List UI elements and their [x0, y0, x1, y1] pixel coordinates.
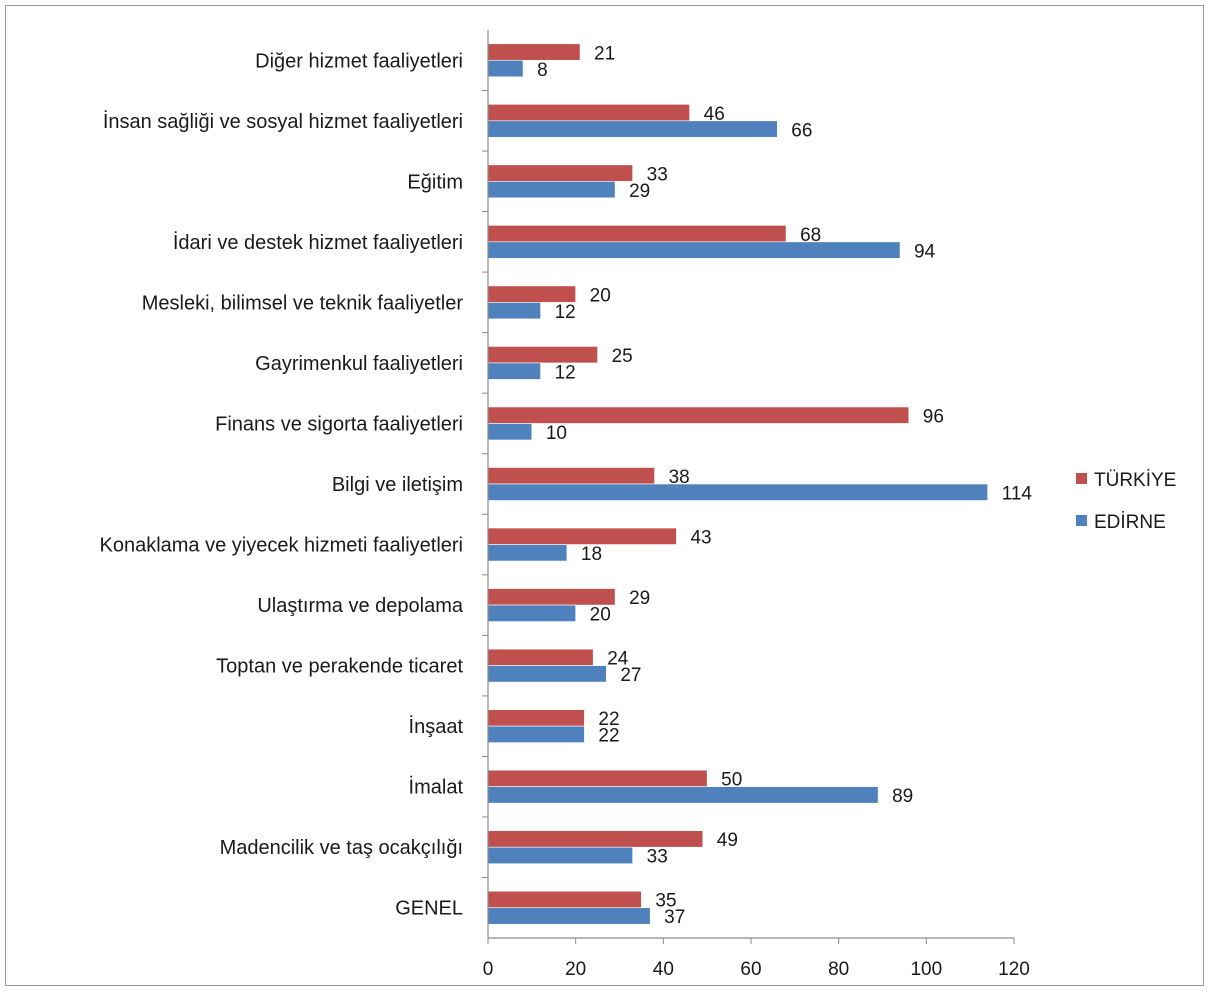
bar-turkiye — [487, 890, 642, 909]
x-tick-label: 80 — [828, 959, 849, 980]
category-label: Konaklama ve yiyecek hizmeti faaliyetler… — [100, 535, 464, 557]
x-tick-label: 120 — [998, 959, 1030, 980]
bar-turkiye — [487, 709, 585, 727]
value-label-edirne: 8 — [537, 60, 548, 81]
bar-turkiye — [487, 164, 633, 182]
value-label-edirne: 66 — [791, 120, 812, 141]
legend: TÜRKİYE EDİRNE — [1076, 470, 1176, 533]
bar-turkiye — [487, 830, 704, 848]
category-label: Bilgi ve iletişim — [332, 474, 463, 496]
bar-turkiye — [487, 285, 576, 303]
category-label: Finans ve sigorta faaliyetleri — [215, 413, 463, 435]
bar-edirne — [487, 302, 541, 320]
bar-edirne — [487, 483, 989, 501]
bar-turkiye — [487, 104, 690, 122]
bar-edirne — [487, 725, 585, 743]
category-label: GENEL — [395, 898, 463, 920]
bar-turkiye — [487, 527, 677, 545]
x-tick-label: 100 — [910, 959, 942, 980]
bar-edirne — [487, 241, 901, 259]
category-label: İnsan sağliği ve sosyal hizmet faaliyetl… — [103, 110, 463, 133]
bar-edirne — [487, 786, 879, 804]
value-label-turkiye: 43 — [690, 528, 711, 549]
bar-edirne — [487, 907, 651, 925]
bar-edirne — [487, 423, 533, 441]
category-label: Toptan ve perakende ticaret — [216, 656, 463, 678]
bar-turkiye — [487, 346, 598, 364]
x-tick-label: 40 — [653, 959, 674, 980]
bar-edirne — [487, 604, 576, 622]
value-label-turkiye: 24 — [607, 649, 629, 670]
value-label-turkiye: 20 — [590, 285, 611, 306]
value-label-edirne: 33 — [647, 847, 668, 868]
value-label-edirne: 27 — [620, 665, 641, 686]
value-label-edirne: 94 — [914, 241, 936, 262]
value-label-turkiye: 68 — [800, 225, 821, 246]
value-label-edirne: 29 — [629, 181, 650, 202]
value-label-turkiye: 25 — [612, 346, 633, 367]
value-label-turkiye: 46 — [704, 104, 725, 125]
axis-layer: Diğer hizmet faaliyetleri İnsan sağliği v… — [100, 30, 1030, 980]
category-label: İnşaat — [409, 715, 464, 738]
category-label: Mesleki, bilimsel ve teknik faaliyetler — [142, 292, 464, 314]
bar-turkiye — [487, 43, 581, 61]
bar-edirne — [487, 846, 633, 865]
bar-edirne — [487, 665, 607, 683]
value-label-turkiye: 50 — [721, 770, 742, 791]
bar-edirne — [487, 181, 616, 199]
value-label-turkiye: 21 — [594, 43, 615, 64]
bar-turkiye — [487, 588, 616, 606]
value-label-turkiye: 38 — [669, 467, 690, 488]
category-label: Gayrimenkul faaliyetleri — [255, 353, 463, 375]
value-label-edirne: 114 — [1002, 484, 1033, 505]
value-label-edirne: 12 — [555, 302, 576, 323]
value-label-edirne: 37 — [664, 907, 685, 928]
bar-edirne — [487, 362, 541, 380]
category-label: Madencilik ve taş ocakçılığı — [220, 837, 463, 859]
category-label: Ulaştırma ve depolama — [257, 595, 464, 617]
bar-turkiye — [487, 225, 787, 243]
legend-swatch-turkiye — [1076, 473, 1087, 484]
category-label: Diğer hizmet faaliyetleri — [255, 50, 463, 72]
x-tick-label: 0 — [483, 959, 494, 980]
legend-label-turkiye: TÜRKİYE — [1094, 470, 1176, 491]
value-label-edirne: 89 — [892, 786, 913, 807]
value-label-edirne: 18 — [581, 544, 602, 565]
bar-turkiye — [487, 406, 910, 424]
bar-turkiye — [487, 648, 594, 666]
x-tick-label: 20 — [565, 959, 586, 980]
bars-layer: 2184666332968942012251296103811443182920… — [487, 43, 1033, 928]
category-label: İdari ve destek hizmet faaliyetleri — [173, 231, 463, 254]
value-label-turkiye: 96 — [923, 406, 944, 427]
legend-swatch-edirne — [1076, 515, 1087, 526]
value-label-edirne: 22 — [598, 726, 619, 747]
value-label-edirne: 20 — [590, 605, 611, 626]
value-label-turkiye: 49 — [717, 830, 738, 851]
bar-edirne — [487, 59, 524, 78]
value-label-turkiye: 29 — [629, 588, 650, 609]
value-label-turkiye: 33 — [647, 164, 668, 185]
value-label-edirne: 12 — [555, 362, 576, 383]
legend-label-edirne: EDİRNE — [1094, 512, 1166, 533]
x-tick-label: 60 — [740, 959, 761, 980]
value-label-edirne: 10 — [546, 423, 567, 444]
bar-edirne — [487, 120, 778, 138]
value-label-turkiye: 22 — [598, 709, 619, 730]
bar-turkiye — [487, 769, 708, 787]
category-label: Eğitim — [407, 171, 463, 193]
bar-edirne — [487, 544, 568, 562]
bar-turkiye — [487, 467, 655, 485]
value-label-turkiye: 35 — [655, 891, 676, 912]
category-label: İmalat — [409, 776, 464, 799]
